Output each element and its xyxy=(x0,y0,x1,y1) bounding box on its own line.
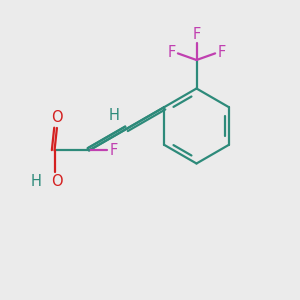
Text: F: F xyxy=(192,27,201,42)
Text: H: H xyxy=(31,173,42,188)
Text: H: H xyxy=(108,109,119,124)
Text: F: F xyxy=(218,45,226,60)
Text: F: F xyxy=(110,143,118,158)
Text: O: O xyxy=(51,110,63,125)
Text: O: O xyxy=(51,174,63,190)
Text: F: F xyxy=(167,45,175,60)
